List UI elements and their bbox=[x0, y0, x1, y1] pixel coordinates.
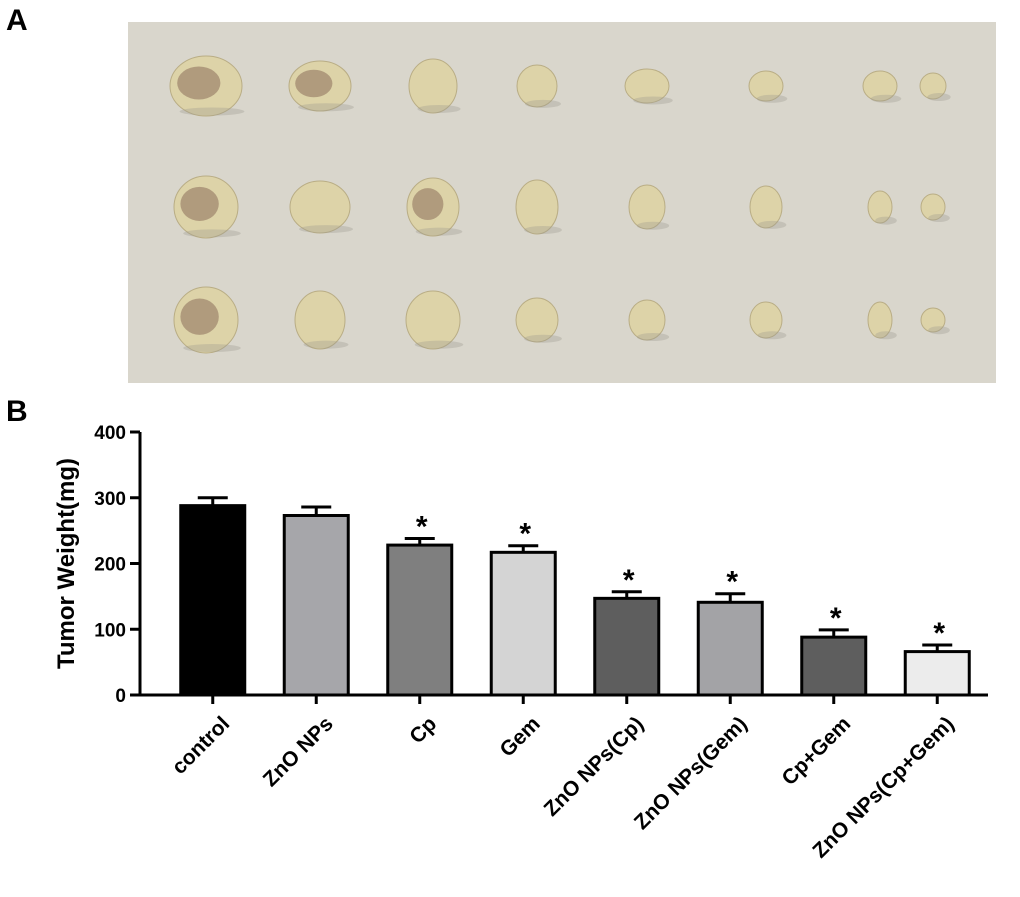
tumor-specimen bbox=[920, 307, 946, 333]
significance-marker: * bbox=[726, 566, 738, 599]
tumor-shadow bbox=[179, 107, 245, 116]
bar bbox=[696, 600, 764, 697]
tumor-specimen bbox=[867, 301, 893, 339]
bar bbox=[489, 550, 557, 697]
photo-background bbox=[128, 22, 996, 383]
tumor-shadow bbox=[928, 214, 950, 223]
tumor-specimen bbox=[920, 193, 946, 221]
tumor-dark-region bbox=[412, 188, 444, 221]
tumor-shadow bbox=[636, 221, 670, 230]
tumor-dark-region bbox=[295, 69, 333, 98]
y-axis-label: Tumor Weight(mg) bbox=[53, 458, 80, 669]
x-tick-label: ZnO NPs bbox=[259, 712, 338, 791]
significance-marker: * bbox=[519, 518, 531, 551]
tumor-shadow bbox=[636, 333, 670, 341]
tumor-dark-region bbox=[177, 66, 221, 100]
panel-label-b: B bbox=[6, 395, 28, 428]
tumor-shadow bbox=[299, 225, 353, 234]
y-tick-label: 200 bbox=[94, 555, 126, 576]
tumor-shadow bbox=[633, 96, 673, 105]
bars: * * * * * * bbox=[179, 496, 971, 697]
bar bbox=[179, 504, 247, 697]
tumor-specimen bbox=[749, 301, 783, 339]
y-tick-label: 400 bbox=[94, 423, 126, 444]
tumor-photo bbox=[128, 22, 996, 383]
tumor-specimen bbox=[515, 297, 559, 343]
significance-marker: * bbox=[623, 564, 635, 597]
y-axis: 0 100 200 300 400 bbox=[94, 423, 142, 707]
tumor-shadow bbox=[414, 340, 464, 349]
tumor-specimen bbox=[867, 190, 893, 224]
tumor-shadow bbox=[756, 94, 788, 103]
bar bbox=[386, 543, 454, 697]
significance-marker: * bbox=[830, 602, 842, 635]
tumor-specimen bbox=[515, 179, 559, 235]
tumor-specimen bbox=[294, 290, 346, 350]
y-tick-label: 100 bbox=[94, 620, 126, 641]
tumor-shadow bbox=[870, 94, 902, 103]
tumor-shadow bbox=[875, 216, 897, 225]
tumor-specimen bbox=[624, 68, 670, 104]
tumor-specimen bbox=[748, 70, 784, 102]
tumor-shadow bbox=[298, 103, 354, 112]
tumor-shadow bbox=[415, 227, 463, 236]
tumor-specimen bbox=[289, 180, 351, 234]
tumor-specimen bbox=[405, 290, 461, 350]
panel-label-a: A bbox=[6, 4, 28, 37]
bar bbox=[282, 514, 350, 697]
bar bbox=[593, 596, 661, 697]
tumor-shadow bbox=[525, 99, 561, 108]
significance-marker: * bbox=[933, 617, 945, 650]
tumor-specimen bbox=[408, 58, 458, 114]
tumor-shadow bbox=[417, 104, 461, 113]
significance-marker: * bbox=[416, 511, 428, 544]
bar bbox=[903, 650, 971, 697]
x-tick-label: ZnO NPs(Cp) bbox=[540, 712, 649, 821]
tumor-weight-chart: Tumor Weight(mg) 0 100 200 300 400 control Zn… bbox=[53, 423, 988, 863]
tumor-shadow bbox=[757, 220, 787, 229]
tumor-shadow bbox=[524, 225, 562, 234]
y-tick-label: 0 bbox=[115, 686, 126, 707]
bar bbox=[800, 635, 868, 697]
tumor-specimen bbox=[628, 184, 666, 230]
tumor-specimen bbox=[628, 299, 666, 341]
y-tick-label: 300 bbox=[94, 489, 126, 510]
x-tick-label: Gem bbox=[496, 712, 545, 761]
tumor-specimens bbox=[169, 55, 951, 354]
tumor-specimen bbox=[516, 64, 558, 108]
tumor-shadow bbox=[928, 326, 950, 335]
tumor-specimen bbox=[919, 72, 947, 100]
x-tick-label: control bbox=[168, 712, 235, 779]
tumor-specimen bbox=[749, 185, 783, 229]
tumor-shadow bbox=[183, 344, 241, 353]
x-tick-label: Cp bbox=[405, 712, 441, 748]
tumor-shadow bbox=[303, 340, 349, 349]
tumor-shadow bbox=[875, 331, 897, 340]
tumor-shadow bbox=[927, 93, 951, 102]
tumor-shadow bbox=[757, 331, 787, 340]
tumor-shadow bbox=[524, 334, 562, 343]
tumor-dark-region bbox=[180, 186, 219, 221]
tumor-specimen bbox=[862, 70, 898, 102]
tumor-dark-region bbox=[180, 298, 219, 335]
x-tick-label: ZnO NPs(Gem) bbox=[630, 712, 752, 834]
x-tick-label: Cp+Gem bbox=[778, 712, 856, 790]
tumor-shadow bbox=[183, 229, 241, 238]
